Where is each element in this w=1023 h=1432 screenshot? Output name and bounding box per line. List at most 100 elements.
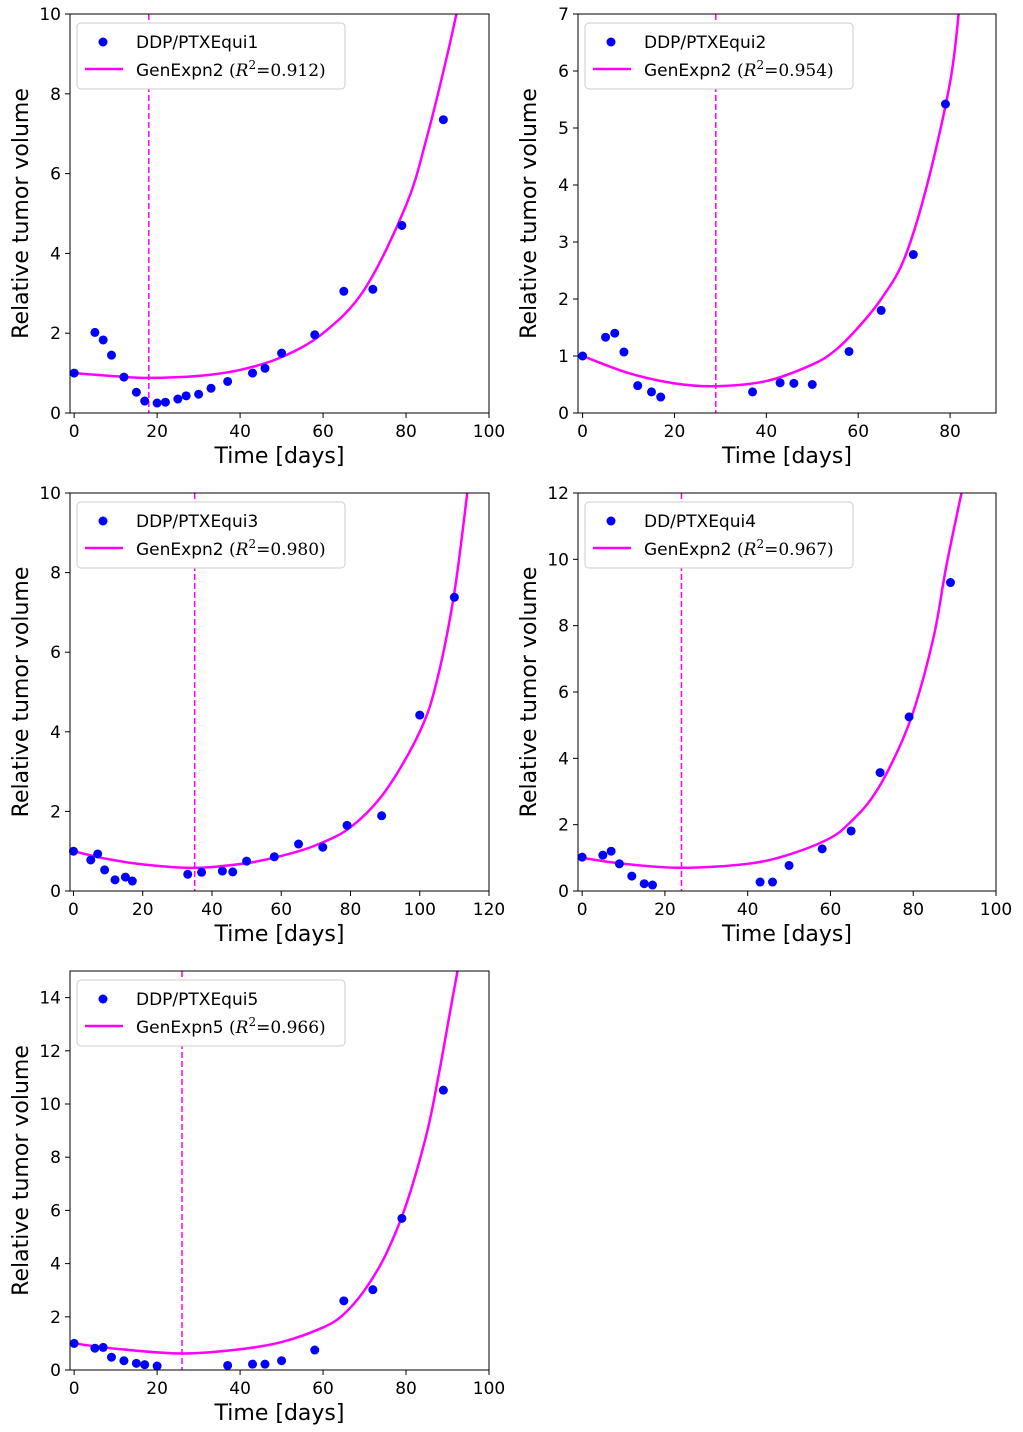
data-point — [140, 396, 150, 406]
data-point — [748, 387, 758, 397]
x-tick-label: 40 — [229, 422, 251, 442]
data-point — [217, 866, 227, 876]
data-point — [120, 872, 130, 882]
y-tick-label: 4 — [50, 1255, 61, 1275]
data-point — [614, 859, 624, 869]
x-tick-label: 60 — [270, 900, 292, 920]
y-tick-label: 4 — [50, 723, 61, 743]
x-tick-label: 0 — [577, 422, 588, 442]
data-point — [449, 592, 459, 602]
data-point — [908, 250, 918, 260]
x-axis-label: Time [days] — [721, 922, 852, 947]
y-tick-label: 8 — [50, 1148, 61, 1168]
y-tick-label: 3 — [558, 233, 569, 253]
x-axis-label: Time [days] — [721, 444, 852, 469]
legend-box — [76, 501, 346, 569]
x-tick-label: 120 — [473, 900, 505, 920]
y-tick-label: 2 — [558, 290, 569, 310]
data-point — [98, 1342, 108, 1352]
data-point — [106, 350, 116, 360]
data-point — [807, 380, 817, 389]
subplot-5: 0 20 40 60 80 100 0 2 4 6 8 10 12 14 Time [days] Relati… — [9, 970, 505, 1426]
data-point — [206, 383, 216, 393]
data-point — [368, 1285, 378, 1295]
data-point — [140, 1360, 150, 1370]
legend-label-points: DDP/PTXEqui3 — [136, 512, 258, 532]
data-point — [397, 1213, 407, 1223]
data-point — [277, 348, 287, 358]
legend-label-points: DDP/PTXEqui2 — [644, 33, 766, 53]
subplot-1: 0 20 40 60 80 100 0 2 4 6 8 10 Time [days] Relative t… — [9, 5, 505, 469]
data-point — [647, 880, 657, 890]
data-point — [610, 328, 620, 338]
legend-marker — [606, 516, 616, 526]
x-tick-label: 80 — [395, 1379, 417, 1399]
data-point — [784, 860, 794, 870]
x-tick-label: 80 — [902, 900, 924, 920]
data-point — [310, 1345, 320, 1355]
y-tick-label: 2 — [50, 324, 61, 344]
data-point — [438, 115, 448, 125]
data-point — [119, 372, 129, 382]
y-axis-label: Relative tumor volume — [9, 567, 34, 818]
legend: DDP/PTXEqui3 GenExpn2 (R2=0.980) — [76, 501, 346, 569]
data-point — [269, 852, 279, 862]
legend-label-curve: GenExpn2 (R2=0.967) — [644, 537, 834, 560]
data-point — [846, 826, 856, 836]
legend-label-points: DDP/PTXEqui5 — [136, 990, 258, 1010]
y-tick-label: 6 — [558, 683, 569, 703]
x-tick-label: 100 — [473, 1379, 505, 1399]
data-point — [875, 768, 885, 778]
y-tick-label: 4 — [50, 244, 61, 264]
y-axis-label: Relative tumor volume — [517, 567, 542, 818]
y-tick-label: 7 — [558, 5, 569, 25]
legend-label-curve: GenExpn2 (R2=0.912) — [136, 58, 326, 81]
x-tick-label: 0 — [577, 900, 588, 920]
data-point — [377, 811, 387, 821]
x-tick-label: 100 — [473, 422, 505, 442]
y-tick-label: 0 — [50, 882, 61, 902]
fit-curve — [582, 14, 960, 388]
data-point — [194, 389, 204, 399]
data-point — [876, 305, 886, 315]
legend-label-points: DD/PTXEqui4 — [644, 512, 756, 532]
data-point — [197, 867, 207, 877]
y-tick-label: 10 — [39, 484, 61, 504]
y-tick-label: 10 — [547, 550, 569, 570]
y-tick-label: 10 — [39, 5, 61, 25]
y-tick-label: 5 — [558, 119, 569, 139]
x-tick-label: 80 — [939, 422, 961, 442]
data-point — [656, 392, 666, 402]
data-point — [342, 820, 352, 830]
data-point — [415, 710, 425, 720]
legend-label-curve: GenExpn5 (R2=0.966) — [136, 1015, 326, 1038]
data-point — [242, 856, 252, 866]
y-tick-label: 0 — [50, 1361, 61, 1381]
data-point — [86, 855, 96, 865]
data-point — [598, 850, 608, 860]
x-tick-label: 20 — [146, 422, 168, 442]
x-tick-label: 20 — [146, 1379, 168, 1399]
data-point — [260, 363, 270, 373]
data-point — [160, 397, 170, 407]
legend-label-curve: GenExpn2 (R2=0.954) — [644, 58, 834, 81]
y-tick-label: 8 — [50, 564, 61, 584]
data-point — [110, 875, 120, 885]
data-point — [131, 1358, 141, 1368]
x-tick-label: 40 — [756, 422, 778, 442]
y-tick-label: 6 — [50, 165, 61, 185]
y-tick-label: 2 — [50, 802, 61, 822]
data-point — [627, 871, 637, 881]
x-axis-label: Time [days] — [214, 1401, 345, 1426]
y-tick-label: 6 — [50, 1201, 61, 1221]
legend-box — [76, 979, 346, 1047]
axes-frame — [577, 13, 997, 414]
data-point — [817, 844, 827, 854]
data-point — [339, 1296, 349, 1306]
y-axis-label: Relative tumor volume — [517, 88, 542, 339]
data-point — [578, 351, 588, 361]
y-tick-label: 14 — [39, 989, 61, 1009]
axes-frame — [69, 13, 490, 414]
y-tick-label: 8 — [558, 617, 569, 637]
